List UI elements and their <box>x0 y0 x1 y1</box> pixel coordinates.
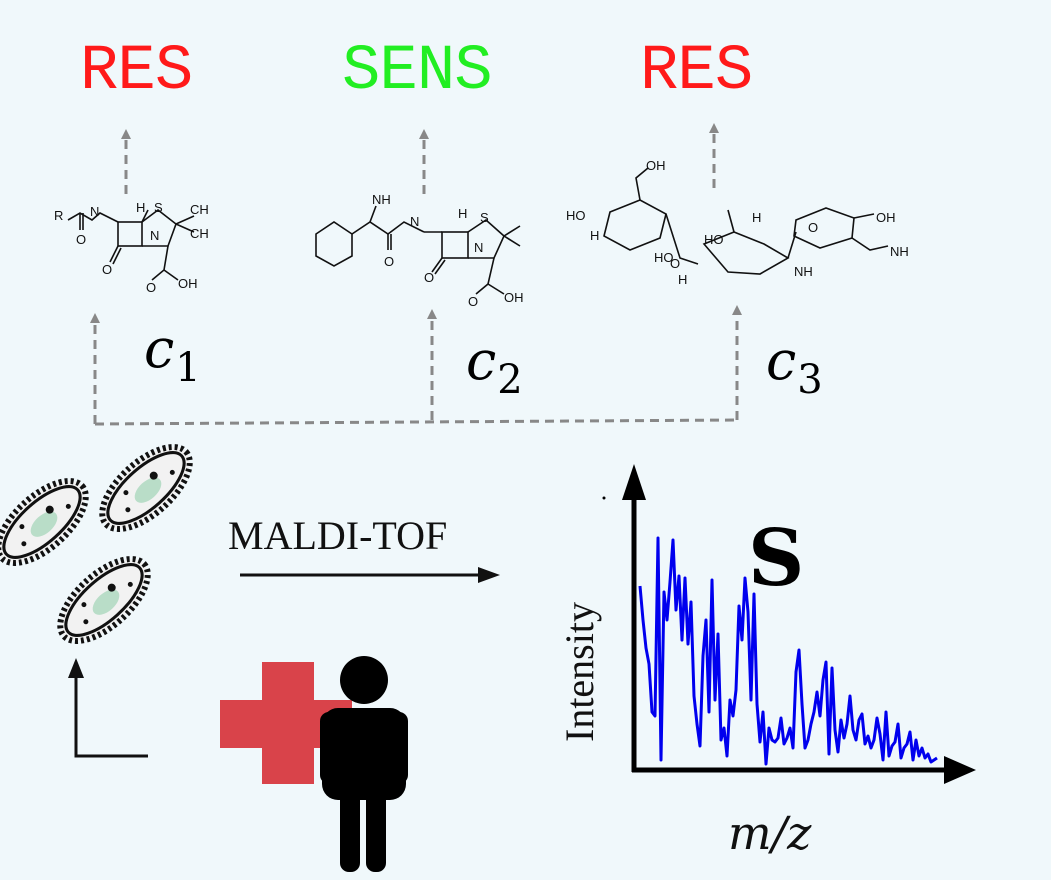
svg-text:O: O <box>76 232 86 247</box>
bacterium-icon <box>99 444 193 532</box>
svg-text:NH: NH <box>794 264 813 279</box>
svg-text:H: H <box>458 206 467 221</box>
maldi-arrow <box>240 567 500 583</box>
bacteria-group <box>0 444 193 644</box>
sample-arrow <box>68 658 148 758</box>
svg-text:N: N <box>410 214 419 229</box>
svg-text:R: R <box>54 208 63 223</box>
svg-text:OH: OH <box>178 276 198 291</box>
molecule-c1 <box>67 208 195 281</box>
method-label: MALDI-TOF <box>228 513 448 558</box>
svg-text:N: N <box>150 228 159 243</box>
svg-text:S: S <box>154 200 163 215</box>
x-axis-label: m/z <box>728 806 812 860</box>
svg-text:O: O <box>808 220 818 235</box>
person-icon <box>320 656 408 872</box>
outcome-arrows <box>121 123 719 194</box>
svg-text:HO: HO <box>654 250 674 265</box>
molecule-c3 <box>603 167 889 275</box>
svg-text:O: O <box>102 262 112 277</box>
bacterium-icon <box>57 556 151 644</box>
svg-text:OH: OH <box>646 158 666 173</box>
outcome-label-3: RES <box>640 36 753 108</box>
svg-text:S: S <box>480 210 489 225</box>
svg-text:O: O <box>468 294 478 309</box>
compound-label-1: c1 <box>144 317 201 391</box>
svg-text:CH: CH <box>190 202 209 217</box>
spectrum-line <box>638 536 938 766</box>
svg-text:O: O <box>146 280 156 295</box>
svg-text:H: H <box>752 210 761 225</box>
svg-text:NH: NH <box>890 244 909 259</box>
compound-connector <box>90 305 742 426</box>
svg-text:H: H <box>678 272 687 287</box>
svg-text:HO: HO <box>704 232 724 247</box>
outcome-label-1: RES <box>80 36 193 108</box>
svg-text:OH: OH <box>876 210 896 225</box>
svg-text:O: O <box>424 270 434 285</box>
svg-text:N: N <box>90 204 99 219</box>
spectrum-axes <box>602 464 976 784</box>
svg-text:H: H <box>136 200 145 215</box>
svg-text:NH: NH <box>372 192 391 207</box>
svg-text:O: O <box>384 254 394 269</box>
svg-text:CH: CH <box>190 226 209 241</box>
svg-text:H: H <box>590 228 599 243</box>
outcome-label-2: SENS <box>342 36 493 108</box>
svg-text:HO: HO <box>566 208 586 223</box>
svg-text:OH: OH <box>504 290 524 305</box>
compound-label-2: c2 <box>466 329 523 403</box>
spectrum-symbol: S <box>748 513 805 604</box>
bacterium-icon <box>0 478 89 566</box>
svg-text:N: N <box>474 240 483 255</box>
svg-text:O: O <box>670 256 680 271</box>
compound-label-3: c3 <box>766 329 823 403</box>
molecule-c2 <box>315 205 521 295</box>
